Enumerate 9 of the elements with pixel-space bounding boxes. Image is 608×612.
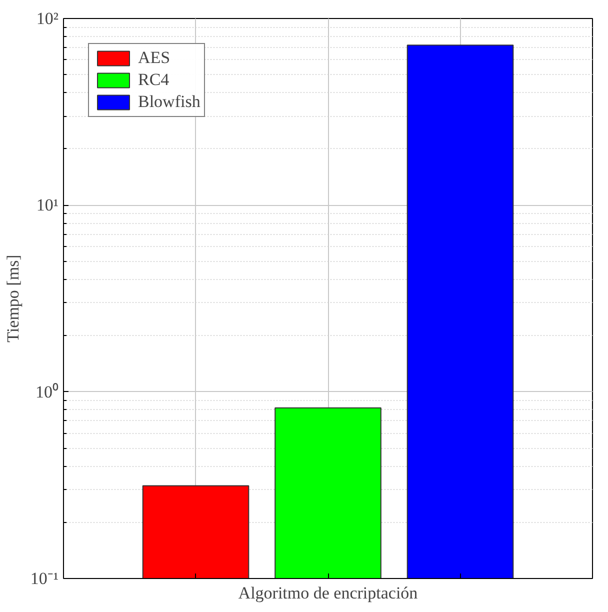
legend-label: Blowfish xyxy=(138,92,200,112)
y-axis-title: Tiempo [ms] xyxy=(3,254,22,342)
y-tick-label: 10¹ xyxy=(36,196,59,215)
y-tick-label: 10⁰ xyxy=(36,382,58,402)
y-tick-label: 10⁻¹ xyxy=(30,569,59,588)
x-axis-title: Algoritmo de encriptación xyxy=(238,584,418,602)
y-tick-label: 10² xyxy=(36,9,59,28)
legend-label: RC4 xyxy=(138,70,170,90)
legend-label: AES xyxy=(138,48,170,68)
